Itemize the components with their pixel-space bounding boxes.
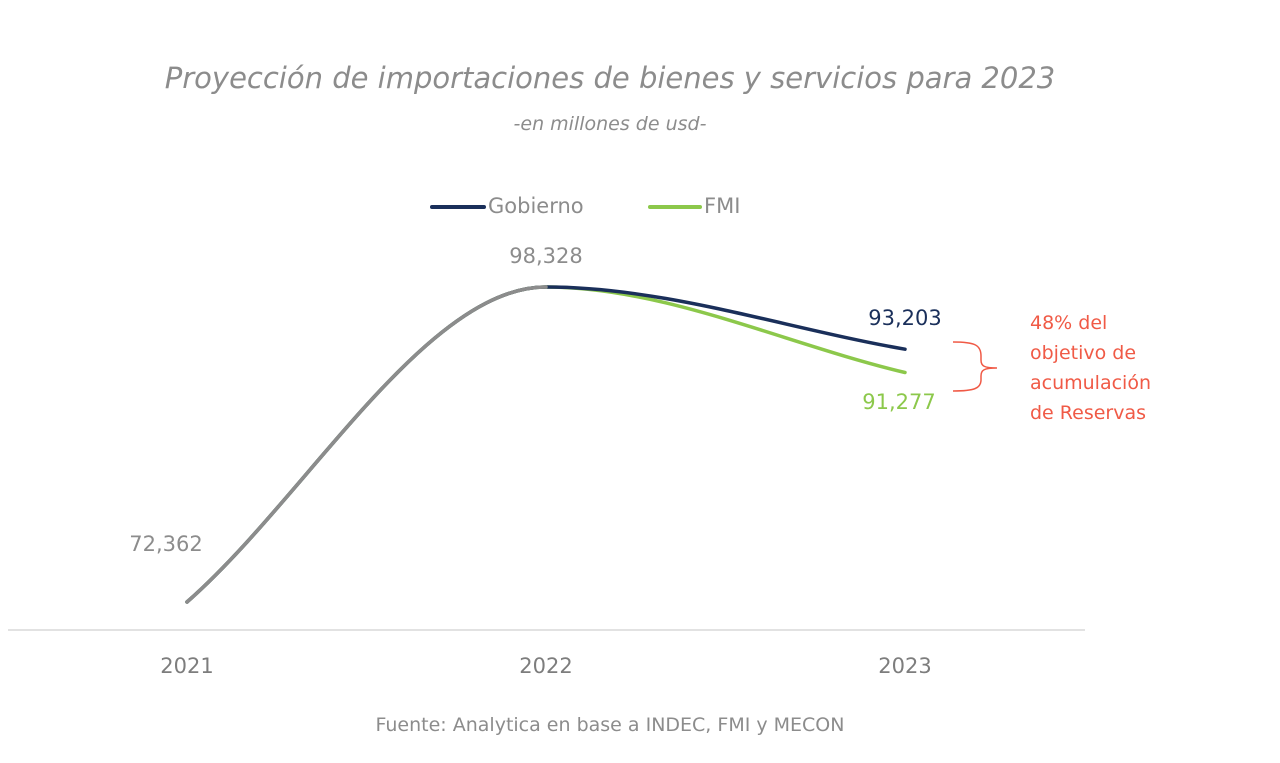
chart-subtitle: -en millones de usd-	[514, 113, 707, 135]
data-label-2023-gobierno: 93,203	[868, 306, 941, 330]
series-line-fmi	[185, 285, 907, 604]
data-label-2021: 72,362	[129, 532, 202, 556]
series-line-shared-segment	[185, 285, 548, 604]
legend-label-gobierno: Gobierno	[488, 194, 584, 218]
chart-title: Proyección de importaciones de bienes y …	[165, 61, 1056, 95]
annotation-brace	[952, 341, 998, 392]
data-label-2023-fmi: 91,277	[862, 390, 935, 414]
annotation-line: de Reservas	[1030, 402, 1146, 424]
x-tick-label: 2022	[519, 654, 572, 678]
series-line-gobierno	[185, 285, 907, 604]
annotation-line: acumulación	[1030, 372, 1151, 394]
source-note: Fuente: Analytica en base a INDEC, FMI y…	[376, 714, 845, 736]
plot-area	[185, 285, 907, 604]
legend-label-fmi: FMI	[704, 194, 740, 218]
x-tick-label: 2023	[878, 654, 931, 678]
data-label-2022: 98,328	[509, 244, 582, 268]
legend: Gobierno FMI	[430, 194, 740, 218]
annotation-line: 48% del	[1030, 312, 1107, 334]
x-tick-label: 2021	[160, 654, 213, 678]
annotation-line: objetivo de	[1030, 342, 1136, 364]
